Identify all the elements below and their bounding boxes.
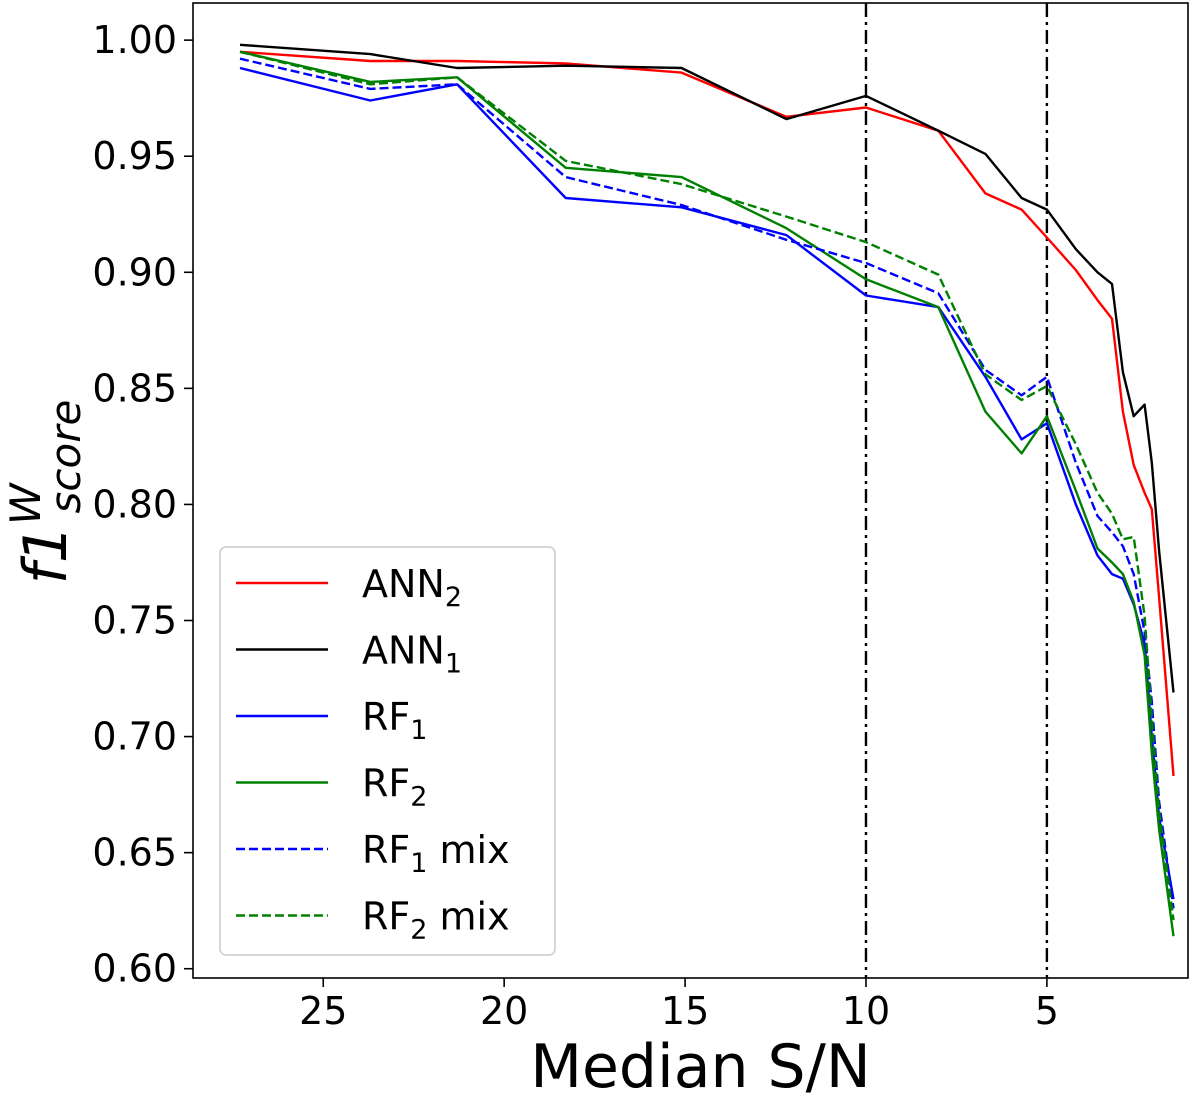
y-axis-title: f1Wscore [1, 400, 90, 585]
plot-frame [192, 2, 1189, 979]
series-line-rf2 [239, 50, 1175, 937]
x-tick-label: 20 [480, 989, 528, 1033]
series-line-ann1 [239, 43, 1175, 693]
x-tick-label: 10 [842, 989, 890, 1033]
legend-label: ANN2 [362, 562, 462, 613]
legend: ANN2 ANN1 RF1 RF2 RF1 mix RF2 mix [219, 546, 556, 956]
y-tick-label: 0.95 [92, 134, 177, 178]
x-tick-label: 15 [661, 989, 709, 1033]
y-tick-label: 0.90 [92, 250, 177, 294]
y-axis-title-sub: score [41, 400, 90, 514]
legend-label: RF2 mix [362, 895, 510, 946]
vertical-reference-lines [864, 3, 1049, 978]
y-axis-title-base: f1 [11, 525, 81, 584]
y-tick-label: 0.80 [92, 482, 177, 526]
y-tick-label: 0.75 [92, 599, 177, 643]
legend-label: ANN1 [362, 629, 462, 680]
y-tick-label: 0.85 [92, 366, 177, 410]
legend-label: RF1 [362, 695, 427, 746]
series-line-rf2-mix [239, 50, 1175, 921]
y-tick-label: 0.60 [92, 947, 177, 991]
y-tick-label: 0.65 [92, 831, 177, 875]
axis-titles: Median S/N f1Wscore [1, 400, 871, 1095]
x-tick-label: 5 [1035, 989, 1059, 1033]
y-tick-label: 1.00 [92, 18, 177, 62]
series-line-rf1-mix [239, 57, 1175, 909]
axis-ticks: 0.60 0.65 0.70 0.75 0.80 0.85 0.90 0.95 1.00 25 20… [92, 18, 1059, 1033]
x-axis-title: Median S/N [530, 1032, 871, 1095]
y-axis-title-sup: W [1, 482, 50, 525]
x-tick-label: 25 [299, 989, 347, 1033]
series-lines [239, 43, 1175, 937]
legend-label: RF2 [362, 762, 427, 813]
series-line-rf1 [239, 66, 1175, 900]
y-tick-label: 0.70 [92, 715, 177, 759]
legend-label: RF1 mix [362, 828, 510, 879]
